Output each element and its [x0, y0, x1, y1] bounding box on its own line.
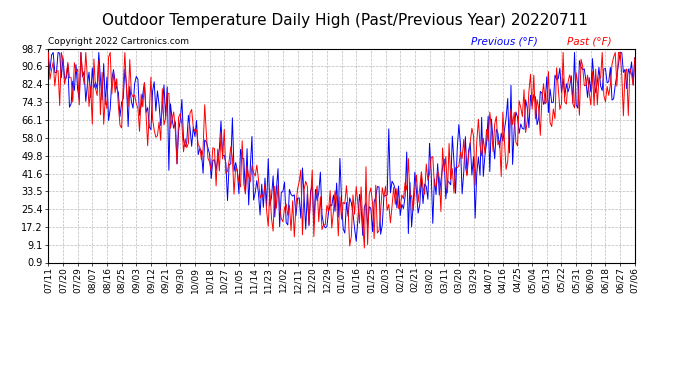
Text: Past (°F): Past (°F)	[567, 37, 612, 47]
Text: Copyright 2022 Cartronics.com: Copyright 2022 Cartronics.com	[48, 37, 189, 46]
Text: Previous (°F): Previous (°F)	[471, 37, 538, 47]
Text: Outdoor Temperature Daily High (Past/Previous Year) 20220711: Outdoor Temperature Daily High (Past/Pre…	[102, 13, 588, 28]
